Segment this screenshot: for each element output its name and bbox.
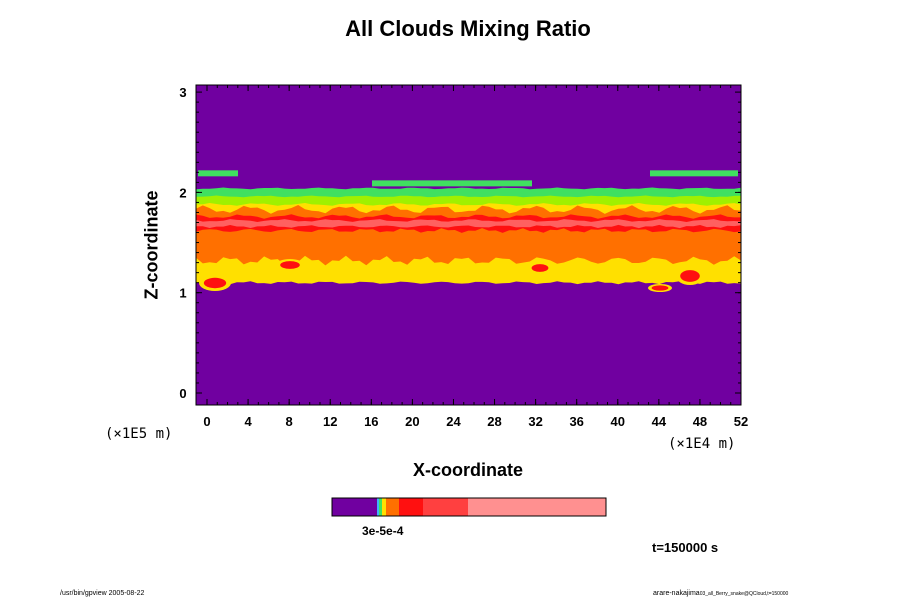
colorbar-frame [331,497,607,517]
cloud-bump-core [531,264,549,272]
cloud-bump-core [680,270,700,282]
cloud-bump-core [203,277,227,289]
colorbar-segment [382,498,386,516]
cloud-patch-right [650,170,738,177]
x-tick-label: 52 [734,414,748,429]
x-tick-label: 36 [569,414,583,429]
x-tick-label: 20 [405,414,419,429]
y-tick-label: 2 [179,185,186,200]
x-tick-label: 12 [323,414,337,429]
cloud-layer-lightred [196,219,741,229]
colorbar-segment [399,498,423,516]
x-unit-label: (×1E4 m) [668,436,736,452]
cloud-bump-core [280,261,300,269]
plot-frame [195,84,742,406]
x-tick-label: 48 [693,414,707,429]
x-axis-label: X-coordinate [412,460,524,480]
colorbar-segment [468,498,606,516]
footer-right-small: 03_all_Berry_snake@QCloud,t=150000 [699,591,789,597]
cloud-patch-left [198,170,238,177]
footer-right: arare-nakajima03_all_Berry_snake@QCloud,… [653,590,788,597]
footer-left: /usr/bin/gpview 2005-08-22 [60,590,145,597]
x-tick-label: 40 [611,414,625,429]
x-tick-label: 32 [528,414,542,429]
colorbar-segment [386,498,399,516]
x-tick-label: 0 [203,414,210,429]
colorbar-segment [379,498,382,516]
x-tick-label: 16 [364,414,378,429]
colorbar-segment [332,498,377,516]
chart-title: All Clouds Mixing Ratio [345,16,591,41]
y-tick-label: 1 [179,286,186,301]
footer-right-main: arare-nakajima [653,590,700,597]
time-annotation: t=150000 s [652,540,719,555]
y-tick-label: 0 [179,386,186,401]
x-tick-label: 28 [487,414,501,429]
y-unit-label: (×1E5 m) [105,426,173,442]
colorbar-segment [377,498,379,516]
x-tick-label: 8 [286,414,293,429]
cloud-patch-mid [372,180,532,187]
x-tick-label: 24 [446,414,461,429]
colorbar-segment [423,498,468,516]
x-tick-label: 44 [652,414,667,429]
cloud-bump-core [651,285,669,291]
y-tick-label: 3 [179,85,186,100]
x-tick-label: 4 [244,414,252,429]
colorbar-label: 3e-5e-4 [362,524,404,538]
